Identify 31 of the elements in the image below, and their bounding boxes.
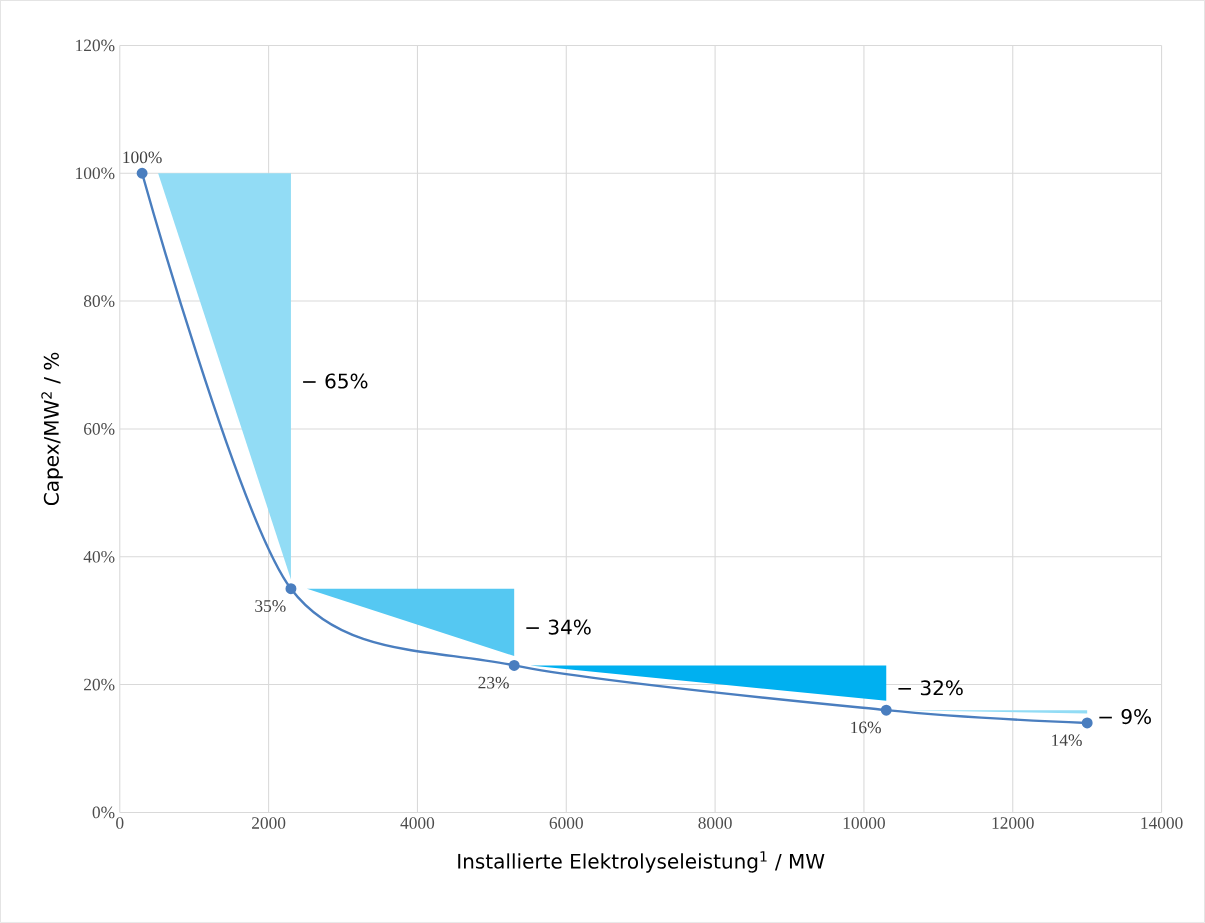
data-label: 16% bbox=[851, 721, 881, 734]
x-tick-label: 6000 bbox=[549, 817, 583, 829]
data-label: 100% bbox=[123, 151, 162, 164]
y-tick-label: 80% bbox=[83, 295, 115, 308]
x-tick-label: 12000 bbox=[992, 817, 1034, 829]
y-tick-label: 100% bbox=[76, 167, 115, 180]
point bbox=[880, 704, 892, 716]
x-axis-title: Installierte Elektrolyseleistung$^{1}$ / MW bbox=[458, 851, 825, 873]
annotation: − 65% bbox=[303, 373, 368, 389]
y-axis-title: Capex/MW$^{2}$ / % bbox=[41, 352, 63, 506]
point bbox=[285, 583, 297, 595]
x-tick-label: 4000 bbox=[400, 817, 435, 829]
x-tick-label: 8000 bbox=[698, 817, 732, 829]
x-tick-label: 14000 bbox=[1141, 817, 1183, 829]
annotation: − 34% bbox=[526, 619, 591, 635]
x-tick-label: 0 bbox=[116, 817, 124, 829]
x-tick-label: 10000 bbox=[843, 817, 885, 829]
y-tick-label: 20% bbox=[84, 678, 115, 691]
y-tick-label: 60% bbox=[84, 423, 115, 435]
x-tick-label: 2000 bbox=[252, 817, 286, 829]
data-label: 35% bbox=[255, 600, 286, 612]
y-tick-label: 120% bbox=[76, 39, 115, 52]
annotation: − 9% bbox=[1099, 709, 1151, 725]
data-label: 14% bbox=[1052, 734, 1082, 747]
point bbox=[1081, 717, 1093, 729]
annotation: − 32% bbox=[898, 680, 963, 696]
point bbox=[508, 660, 520, 671]
y-tick-label: 0% bbox=[92, 806, 115, 819]
data-label: 23% bbox=[478, 676, 509, 689]
point bbox=[136, 167, 148, 179]
y-tick-label: 40% bbox=[83, 550, 115, 563]
